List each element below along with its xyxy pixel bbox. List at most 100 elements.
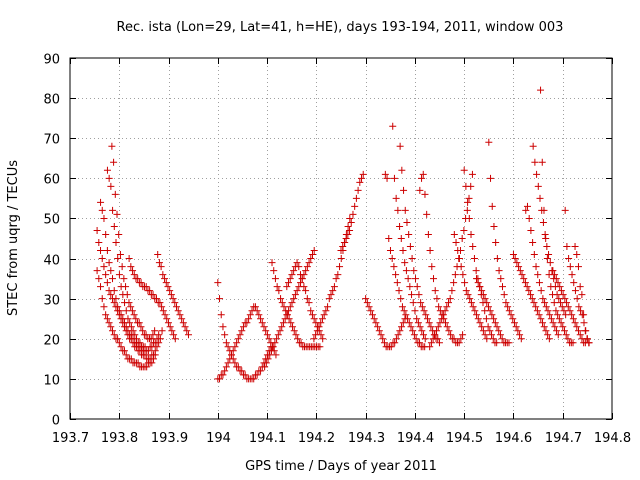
data-point <box>542 235 550 242</box>
data-point <box>559 291 567 299</box>
data-point <box>444 299 452 307</box>
data-point <box>171 299 179 307</box>
data-point <box>516 267 524 275</box>
data-point <box>481 331 489 339</box>
data-point <box>149 291 157 299</box>
data-point <box>365 303 373 311</box>
y-tick-label: 50 <box>43 213 60 228</box>
data-point <box>183 327 191 335</box>
data-point <box>392 335 400 343</box>
x-tick-label: 194.6 <box>495 431 532 446</box>
data-point <box>258 319 266 327</box>
y-tick-label: 0 <box>52 414 60 429</box>
data-point <box>115 307 123 315</box>
data-point <box>349 210 357 218</box>
data-point <box>559 323 567 331</box>
x-tick-label: 194.4 <box>397 431 434 446</box>
data-point <box>491 319 499 327</box>
data-point <box>245 315 253 323</box>
data-point <box>544 307 552 315</box>
data-point <box>113 210 121 218</box>
data-point <box>459 271 467 279</box>
data-point <box>344 222 352 230</box>
x-tick-label: 193.7 <box>52 431 89 446</box>
data-point <box>152 295 160 303</box>
data-point <box>521 279 529 287</box>
x-tick-label: 194.5 <box>446 431 483 446</box>
data-point <box>112 295 120 303</box>
data-point <box>231 343 239 351</box>
data-point <box>128 307 136 315</box>
data-point <box>216 295 224 303</box>
data-point <box>575 303 583 311</box>
data-point <box>407 323 415 331</box>
data-point <box>418 303 426 311</box>
data-point <box>575 327 583 335</box>
data-point <box>400 307 408 315</box>
data-point <box>454 247 462 255</box>
data-point <box>462 287 470 295</box>
data-point <box>473 275 480 283</box>
data-point <box>416 323 424 331</box>
data-point <box>312 331 320 339</box>
data-point <box>221 331 229 339</box>
data-point <box>287 319 295 327</box>
data-point <box>122 283 130 291</box>
data-point <box>545 251 553 259</box>
data-point <box>372 319 380 327</box>
data-point <box>408 291 416 299</box>
data-point <box>450 335 458 343</box>
data-point <box>570 279 578 287</box>
data-point <box>381 170 389 178</box>
data-point <box>264 355 272 363</box>
data-point <box>179 319 187 327</box>
x-tick-label: 194 <box>206 431 231 446</box>
data-point <box>368 311 376 319</box>
data-point <box>97 283 105 291</box>
data-point <box>560 327 568 335</box>
data-point <box>144 347 152 355</box>
data-point <box>238 327 246 335</box>
data-point <box>342 235 350 242</box>
data-point <box>300 283 308 291</box>
data-point <box>505 307 513 315</box>
data-point <box>479 291 487 299</box>
data-point <box>461 279 469 287</box>
data-point <box>389 122 397 130</box>
data-point <box>538 158 546 166</box>
data-point <box>253 307 261 315</box>
data-point <box>401 259 409 267</box>
data-point <box>167 291 175 299</box>
data-point <box>423 315 431 323</box>
data-point <box>562 331 570 339</box>
data-point <box>443 303 451 311</box>
data-point <box>310 247 318 255</box>
data-point <box>414 319 422 327</box>
data-point <box>151 339 159 347</box>
data-point <box>568 311 576 319</box>
data-point <box>115 230 123 238</box>
data-point <box>400 186 408 194</box>
data-point <box>266 351 274 359</box>
data-point <box>102 311 110 319</box>
data-point <box>478 323 486 331</box>
data-point <box>290 267 298 275</box>
data-point <box>265 335 273 343</box>
data-point <box>547 315 555 323</box>
data-point <box>585 339 593 347</box>
data-point <box>498 283 506 291</box>
data-point <box>231 359 239 367</box>
data-point <box>93 226 101 234</box>
data-point <box>495 327 503 335</box>
data-point <box>394 331 402 339</box>
data-point <box>103 279 111 287</box>
data-point <box>474 315 482 323</box>
data-point <box>263 331 271 339</box>
data-point <box>463 206 471 214</box>
data-point <box>391 339 399 347</box>
data-point <box>337 255 345 263</box>
data-point <box>102 230 110 238</box>
data-point <box>421 335 429 343</box>
data-point <box>319 335 327 343</box>
data-point <box>537 86 545 94</box>
